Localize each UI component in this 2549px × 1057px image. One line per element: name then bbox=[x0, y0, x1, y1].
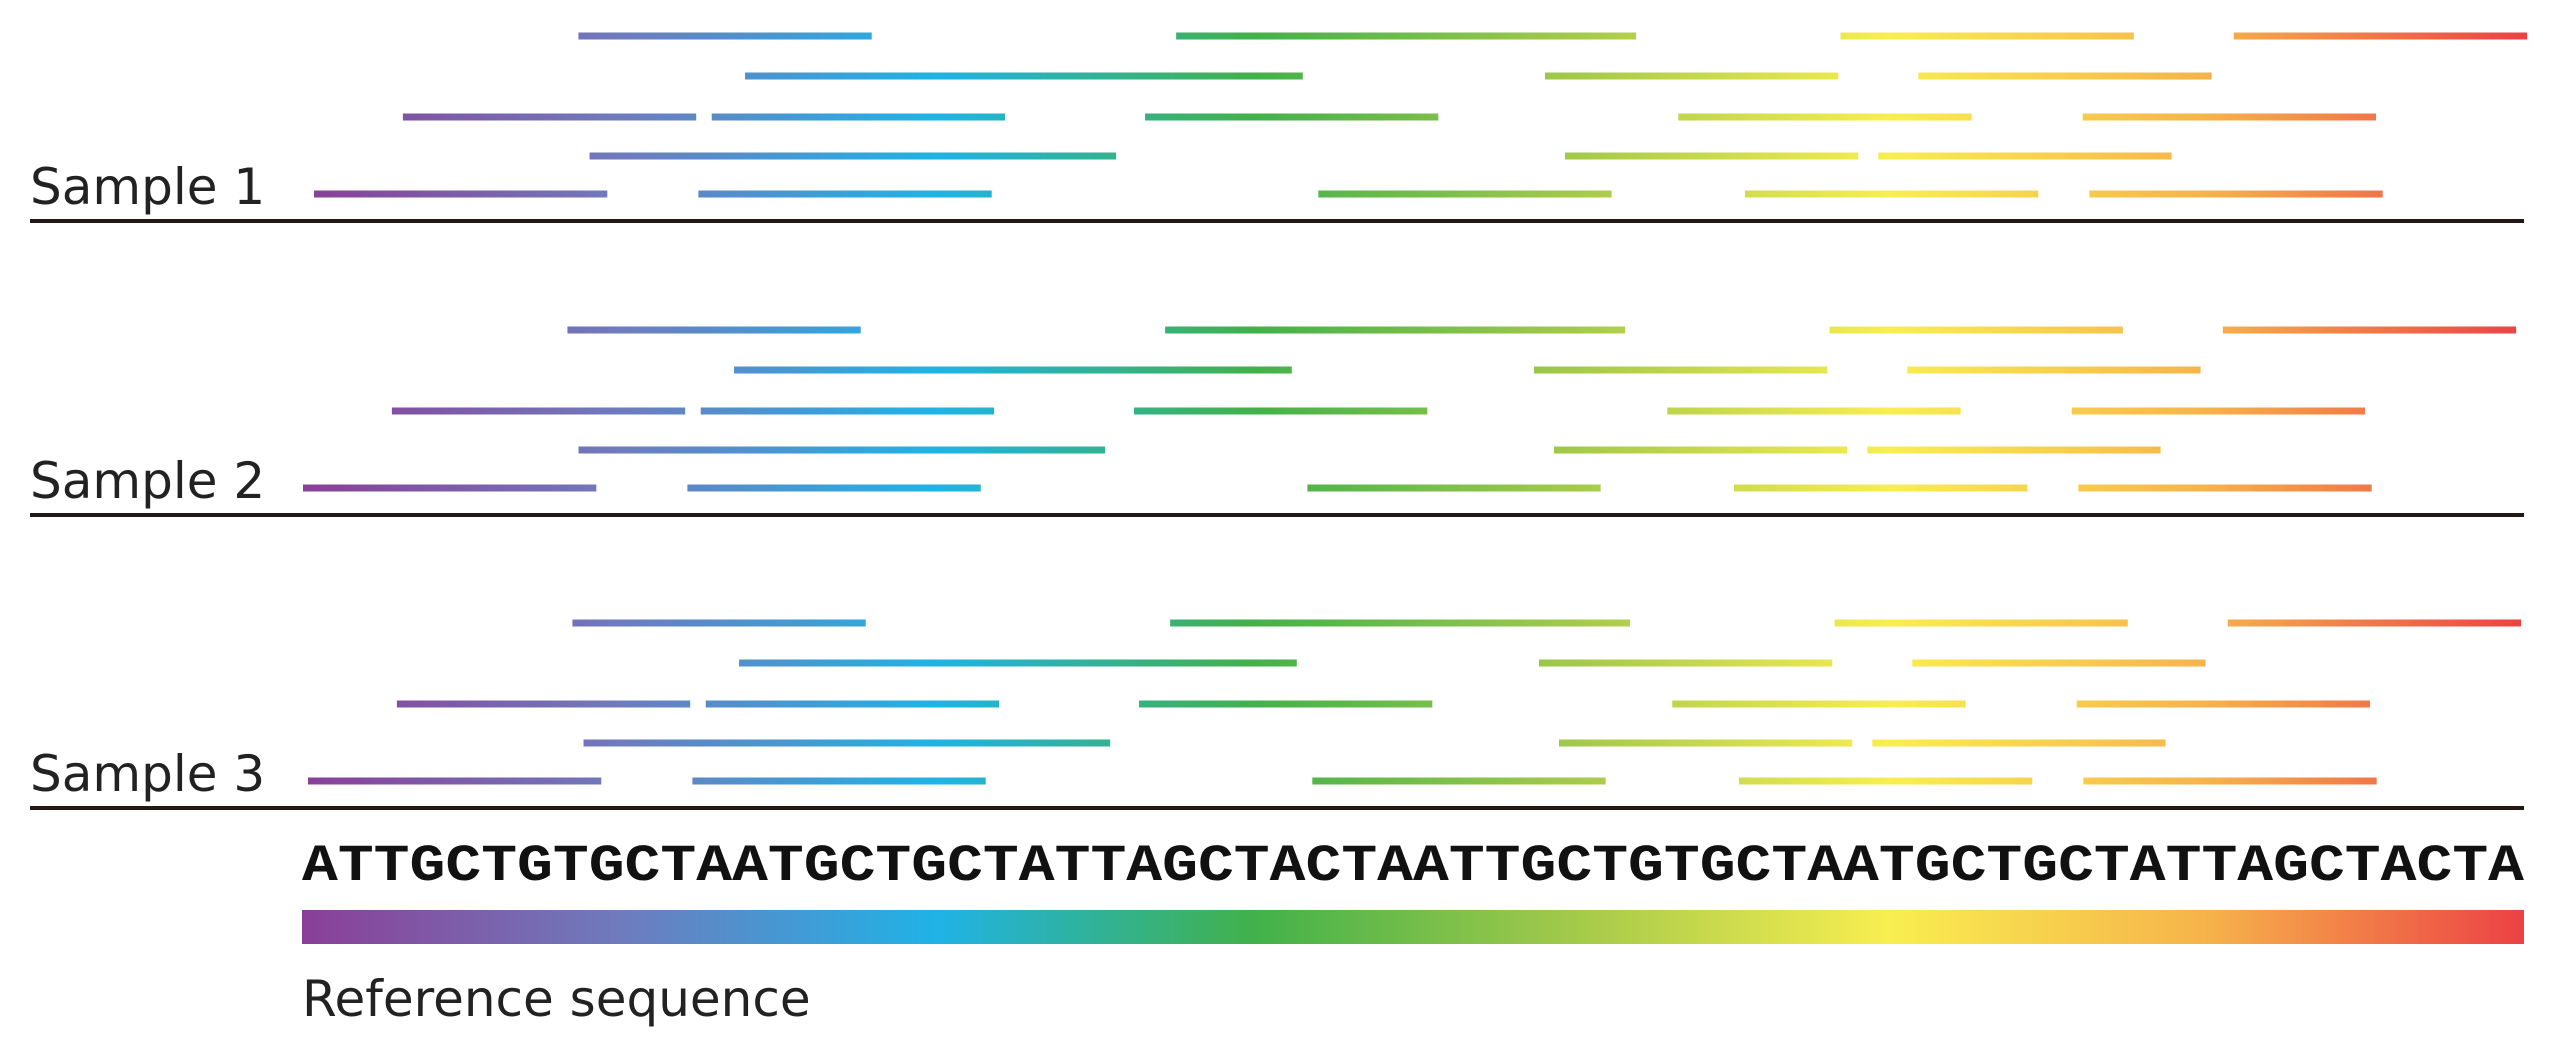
sample-label: Sample 1 bbox=[30, 158, 265, 216]
sample-group: Sample 2 bbox=[30, 326, 2524, 517]
sample-group: Sample 1 bbox=[30, 32, 2528, 223]
reference-gradient-bar bbox=[302, 910, 2524, 944]
reference-layer: ATTGCTGTGCTAATGCTGCTATTAGCTACTAATTGCTGTG… bbox=[302, 837, 2525, 1028]
sample-group: Sample 3 bbox=[30, 619, 2524, 810]
reference-sequence-text: ATTGCTGTGCTAATGCTGCTATTAGCTACTAATTGCTGTG… bbox=[302, 837, 2525, 896]
reference-caption: Reference sequence bbox=[302, 970, 811, 1028]
sample-label: Sample 3 bbox=[30, 745, 265, 803]
samples-layer: Sample 1 Sample 2 Sample 3 bbox=[30, 32, 2528, 810]
sample-label: Sample 2 bbox=[30, 452, 265, 510]
